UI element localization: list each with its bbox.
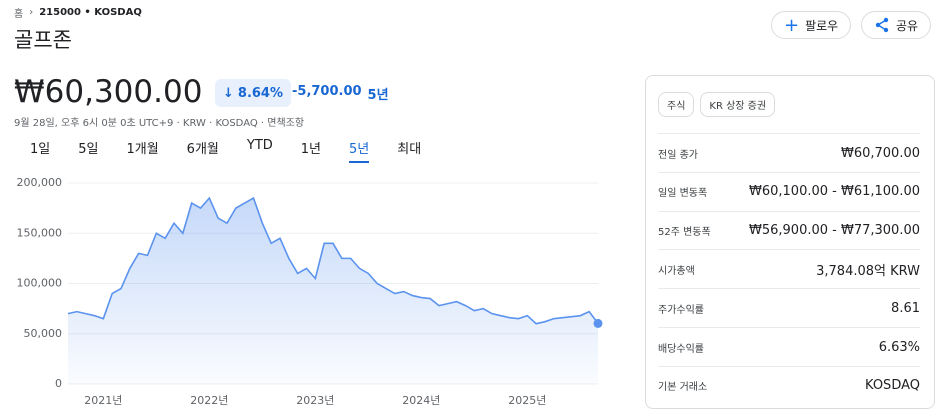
- stat-row: 배당수익률 6.63%: [658, 327, 920, 366]
- breadcrumb: 홈 › 215000 • KOSDAQ: [14, 5, 142, 20]
- change-value: -5,700.00: [292, 84, 362, 99]
- home-link[interactable]: 홈: [14, 9, 24, 20]
- x-tick-label: 2021년: [84, 394, 122, 407]
- separator: ›: [29, 7, 34, 18]
- quote-meta: 9월 28일, 오후 6시 0분 0초 UTC+9 · KRW · KOSDAQ…: [14, 118, 305, 129]
- stat-row: 기본 거래소 KOSDAQ: [658, 365, 920, 405]
- share-label: 공유: [896, 18, 919, 33]
- y-tick-label: 200,000: [17, 176, 63, 189]
- stat-label: 52주 변동폭: [658, 227, 711, 239]
- stat-label: 기본 거래소: [658, 382, 708, 394]
- price-line: [67, 196, 599, 325]
- stat-label: 시가총액: [658, 265, 695, 277]
- tag: KR 상장 증권: [700, 92, 776, 117]
- stat-label: 배당수익률: [658, 343, 704, 355]
- change-pct: 8.64%: [237, 85, 284, 101]
- y-tick-label: 150,000: [17, 226, 63, 239]
- stat-row: 52주 변동폭 ₩56,900.00 - ₩77,300.00: [658, 210, 920, 250]
- stat-row: 주가수익률 8.61: [658, 288, 920, 327]
- stat-value: KOSDAQ: [865, 378, 920, 394]
- area-fill: [68, 198, 598, 384]
- share-icon: [875, 17, 889, 33]
- y-tick-label: 0: [55, 377, 62, 390]
- change-badge: ↓ 8.64%: [215, 79, 292, 107]
- x-tick-label: 2025년: [508, 394, 546, 407]
- stat-row: 시가총액 3,784.08억 KRW: [658, 249, 920, 288]
- change: -5,700.00 5년: [292, 84, 389, 103]
- price: ₩60,300.00: [14, 74, 203, 110]
- range-tabs: 1일 5일 1개월 6개월 YTD 1년 5년 최대: [30, 138, 449, 163]
- range-tab[interactable]: 1개월: [126, 142, 159, 157]
- stat-label: 일일 변동폭: [658, 188, 708, 200]
- stat-row: 일일 변동폭 ₩60,100.00 - ₩61,100.00: [658, 171, 920, 211]
- x-tick-label: 2024년: [402, 394, 440, 407]
- y-tick-label: 100,000: [17, 277, 63, 290]
- stat-label: 전일 종가: [658, 149, 698, 161]
- change-period: 5년: [367, 88, 389, 103]
- x-tick-label: 2022년: [190, 394, 228, 407]
- stat-value: 8.61: [891, 300, 920, 316]
- stat-label: 주가수익률: [658, 304, 704, 316]
- follow-button[interactable]: + 팔로우: [771, 11, 852, 39]
- plus-icon: +: [784, 14, 800, 36]
- tag: 주식: [658, 92, 695, 117]
- follow-label: 팔로우: [805, 18, 839, 33]
- share-button[interactable]: 공유: [861, 11, 932, 39]
- stat-value: 3,784.08억 KRW: [816, 263, 920, 279]
- chart: 0 50,000 100,000 150,000 200,000 2021년 2022년 20…: [17, 176, 603, 407]
- range-tab[interactable]: YTD: [246, 138, 273, 153]
- y-tick-label: 50,000: [24, 327, 63, 340]
- range-tab[interactable]: 1일: [30, 142, 51, 157]
- range-tab[interactable]: 5일: [78, 142, 99, 157]
- stat-value: 6.63%: [878, 339, 920, 355]
- range-tab[interactable]: 최대: [397, 142, 422, 157]
- range-tab[interactable]: 5년: [349, 138, 370, 163]
- stat-value: ₩56,900.00 - ₩77,300.00: [749, 223, 920, 239]
- tags: 주식 KR 상장 증권: [658, 92, 776, 117]
- stat-row: 전일 종가 ₩60,700.00: [658, 133, 920, 172]
- range-tab[interactable]: 1년: [300, 142, 322, 157]
- stock-title: 골프존: [14, 28, 72, 52]
- stat-value: ₩60,100.00 - ₩61,100.00: [749, 184, 920, 200]
- range-tab[interactable]: 6개월: [186, 142, 219, 157]
- last-point: [593, 318, 603, 328]
- down-arrow: ↓: [223, 85, 234, 101]
- x-tick-label: 2023년: [296, 394, 334, 407]
- stat-value: ₩60,700.00: [840, 145, 920, 161]
- ticker: 215000 • KOSDAQ: [39, 7, 142, 18]
